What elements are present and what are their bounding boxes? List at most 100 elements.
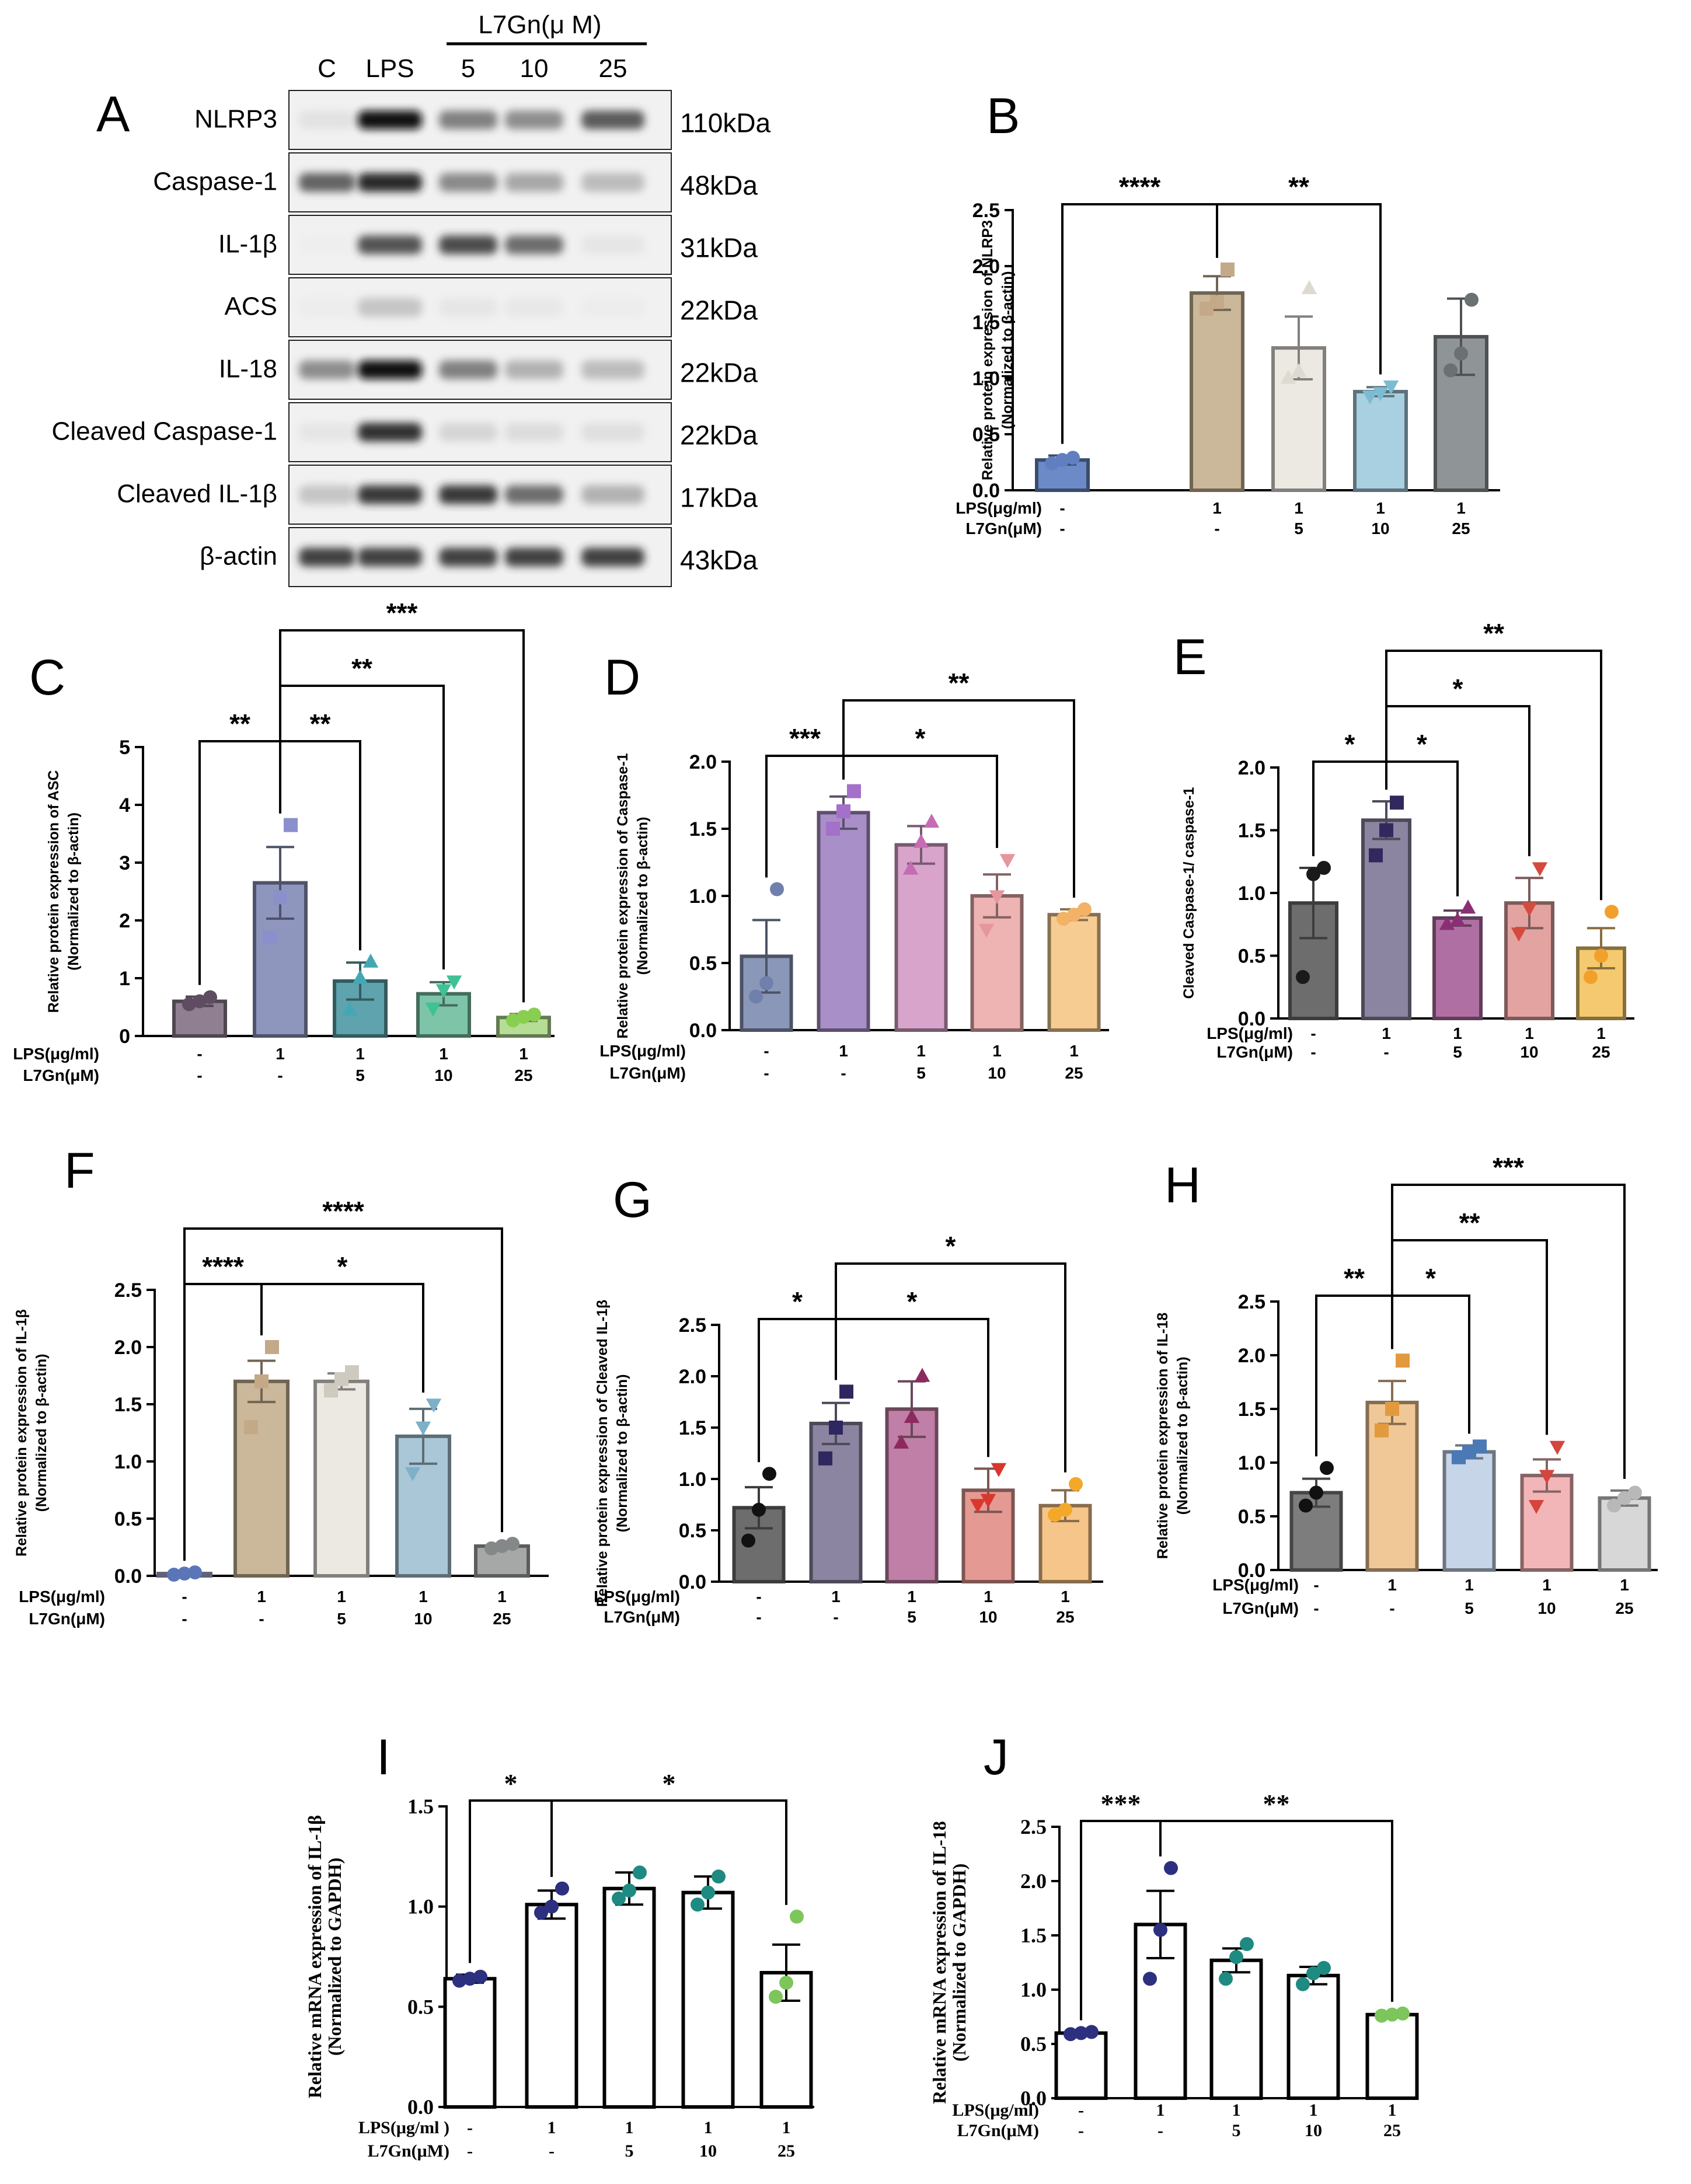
data-point [1605, 905, 1619, 919]
data-point [762, 1467, 776, 1481]
lps-value: 1 [704, 2118, 713, 2137]
data-point [914, 1367, 930, 1382]
data-point [362, 953, 379, 968]
y-tick-label: 0.5 [689, 953, 717, 975]
y-tick-label: 2.0 [1238, 1345, 1265, 1367]
data-point [1385, 2007, 1399, 2022]
y-tick-label: 2.0 [679, 1366, 706, 1388]
blot-row: IL-1β 31kDa [218, 215, 758, 275]
panel-letter-G: G [613, 1172, 652, 1228]
l7gn-row-label: L7Gn(μM) [957, 2121, 1039, 2140]
y-tick-label: 0.5 [114, 1508, 142, 1530]
y-tick-label: 0.5 [1238, 1506, 1265, 1528]
significance-label: * [504, 1768, 518, 1798]
data-point [1444, 363, 1458, 378]
blot-band [299, 110, 355, 130]
blot-row: NLRP3 110kDa [194, 90, 771, 150]
data-point [1532, 862, 1548, 877]
l7gn-value: 5 [625, 2141, 634, 2161]
data-point [193, 994, 207, 1009]
data-point [836, 804, 850, 819]
chart-J: 0.0 0.5 1.0 1.5 2.0 2.5 Relative mRNA expressi… [929, 1789, 1419, 2140]
lps-value: 1 [1061, 1588, 1070, 1606]
significance-bracket [835, 1262, 1066, 1473]
significance-label: *** [386, 598, 418, 628]
panel-letters: A B C D E F G H I J [29, 86, 1207, 1785]
blot-band [439, 110, 497, 130]
lps-value: 1 [1525, 1024, 1534, 1042]
l7gn-value: 5 [337, 1610, 346, 1628]
l7gn-value: - [1389, 1599, 1394, 1617]
bar [233, 1379, 290, 1578]
significance-label: *** [789, 723, 821, 753]
significance-label: *** [1101, 1789, 1141, 1819]
l7gn-value: - [182, 1610, 187, 1628]
protein-label: NLRP3 [194, 105, 277, 134]
significance-label: * [907, 1286, 918, 1317]
l7gn-value: 25 [1056, 1608, 1074, 1626]
blot-band [505, 360, 563, 379]
lps-row-label: LPS(μg/ml) [1207, 1024, 1293, 1042]
l7gn-value: 10 [1371, 519, 1389, 538]
lps-value: 1 [1465, 1576, 1474, 1594]
panel-letter-C: C [29, 650, 65, 706]
data-point [263, 930, 277, 945]
significance-bracket [842, 699, 1075, 898]
y-axis-label: (Normalized to β-actin) [33, 1354, 50, 1512]
blot-band [358, 298, 422, 317]
blot-band [299, 173, 355, 192]
data-point [1069, 1477, 1083, 1491]
bar [894, 843, 948, 1032]
y-axis-label: Relative protein expression of IL-1β [13, 1309, 30, 1557]
y-tick-label: 5 [119, 737, 130, 759]
data-point [1296, 1977, 1310, 1991]
data-point [633, 1865, 647, 1880]
blot-row: Cleaved Caspase-1 22kDa [52, 402, 758, 462]
y-axis-label: (Normalized to GAPDH) [949, 1864, 970, 2061]
y-tick-label: 1.5 [679, 1417, 706, 1439]
data-point [978, 923, 995, 938]
blot-band [505, 423, 563, 442]
data-point [1229, 1950, 1243, 1965]
data-point [779, 1976, 793, 1990]
bar [817, 811, 870, 1032]
lps-value: 1 [1212, 499, 1222, 517]
data-point [612, 1891, 626, 1906]
blot-band [439, 360, 497, 379]
y-axis-label: (Normalized to GAPDH) [324, 1858, 345, 2056]
y-tick-label: 1 [119, 968, 130, 990]
y-axis-label: Relative mRNA expression of IL-1β [304, 1815, 325, 2099]
lps-value: - [1078, 2101, 1084, 2120]
data-point [244, 1420, 258, 1435]
l7gn-value: - [756, 1608, 761, 1626]
protein-label: Cleaved IL-1β [117, 480, 277, 508]
lps-value: 1 [984, 1588, 993, 1606]
y-axis-label: (Normalized to β-actin) [65, 812, 82, 971]
data-point [1306, 1966, 1320, 1981]
data-point [1221, 262, 1235, 277]
blot-band [581, 298, 644, 317]
significance-label: ** [1344, 1263, 1365, 1293]
data-point [712, 1869, 726, 1884]
data-point [1074, 2026, 1088, 2040]
significance-label: **** [322, 1196, 364, 1226]
data-point [254, 1374, 269, 1388]
treatment-header: L7Gn(μ M) [478, 11, 601, 39]
y-tick-label: 2.0 [689, 751, 717, 773]
blot-band [505, 110, 563, 130]
data-point [790, 1909, 804, 1924]
y-tick-label: 2.5 [1020, 1815, 1047, 1838]
l7gn-value: - [467, 2141, 473, 2161]
y-tick-label: 1.0 [972, 368, 1000, 390]
lps-value: 1 [1376, 499, 1385, 517]
y-tick-label: 3 [119, 852, 130, 874]
lps-value: 1 [1294, 499, 1303, 517]
l7gn-row-label: L7Gn(μM) [29, 1610, 105, 1628]
blot-band [358, 423, 422, 442]
data-point [1066, 451, 1080, 465]
mw-label: 48kDa [680, 170, 758, 201]
lps-value: 1 [548, 2118, 556, 2137]
l7gn-value: - [549, 2141, 555, 2161]
y-tick-label: 0.0 [972, 480, 1000, 502]
data-point [991, 1463, 1007, 1477]
